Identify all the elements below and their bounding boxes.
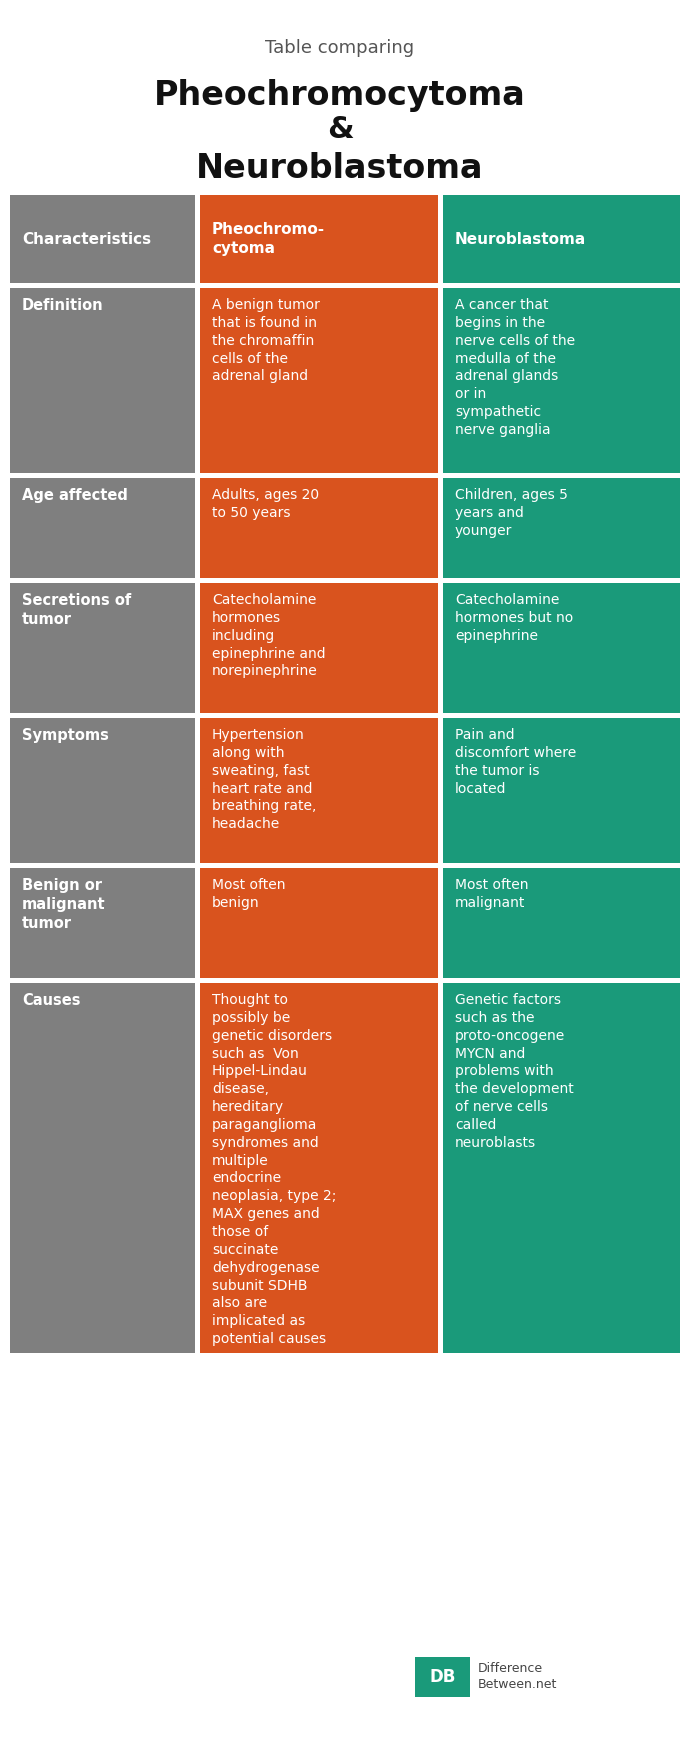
Bar (200, 983, 438, 1353)
Text: Definition: Definition (22, 298, 103, 314)
Text: Hypertension
along with
sweating, fast
heart rate and
breathing rate,
headache: Hypertension along with sweating, fast h… (212, 729, 316, 830)
Text: Secretions of
tumor: Secretions of tumor (22, 592, 131, 627)
Text: Catecholamine
hormones
including
epinephrine and
norepinephrine: Catecholamine hormones including epineph… (212, 592, 326, 678)
Bar (200, 867, 438, 978)
Text: Difference
Between.net: Difference Between.net (478, 1663, 558, 1691)
Bar (443, 867, 680, 978)
Bar (10, 287, 195, 473)
Bar (443, 583, 680, 713)
Bar (10, 194, 195, 284)
Text: A cancer that
begins in the
nerve cells of the
medulla of the
adrenal glands
or : A cancer that begins in the nerve cells … (455, 298, 575, 436)
Bar (10, 867, 195, 978)
Text: Causes: Causes (22, 993, 80, 1007)
Text: Most often
malignant: Most often malignant (455, 878, 528, 909)
Text: Adults, ages 20
to 50 years: Adults, ages 20 to 50 years (212, 489, 319, 520)
Bar (443, 718, 680, 864)
Bar (200, 583, 438, 713)
Bar (200, 478, 438, 578)
Bar (200, 718, 438, 864)
Text: Neuroblastoma: Neuroblastoma (197, 151, 483, 184)
Bar (200, 287, 438, 473)
Text: Neuroblastoma: Neuroblastoma (455, 231, 586, 247)
Text: Table comparing: Table comparing (265, 39, 415, 58)
Text: DB: DB (429, 1668, 456, 1685)
Bar (10, 478, 195, 578)
Text: Pain and
discomfort where
the tumor is
located: Pain and discomfort where the tumor is l… (455, 729, 576, 795)
Bar (443, 983, 680, 1353)
Text: A benign tumor
that is found in
the chromaffin
cells of the
adrenal gland: A benign tumor that is found in the chro… (212, 298, 320, 384)
Bar (200, 194, 438, 284)
Bar (415, 1657, 470, 1698)
Text: Thought to
possibly be
genetic disorders
such as  Von
Hippel-Lindau
disease,
her: Thought to possibly be genetic disorders… (212, 993, 337, 1346)
Bar (10, 583, 195, 713)
Bar (10, 983, 195, 1353)
Text: Most often
benign: Most often benign (212, 878, 286, 909)
Text: &: & (326, 116, 354, 144)
Text: Catecholamine
hormones but no
epinephrine: Catecholamine hormones but no epinephrin… (455, 592, 573, 643)
Text: Children, ages 5
years and
younger: Children, ages 5 years and younger (455, 489, 568, 538)
Text: Age affected: Age affected (22, 489, 128, 503)
Bar (443, 194, 680, 284)
Text: Characteristics: Characteristics (22, 231, 151, 247)
Text: Benign or
malignant
tumor: Benign or malignant tumor (22, 878, 105, 932)
Text: Symptoms: Symptoms (22, 729, 109, 743)
Bar (10, 718, 195, 864)
Text: Genetic factors
such as the
proto-oncogene
MYCN and
problems with
the developmen: Genetic factors such as the proto-oncoge… (455, 993, 574, 1149)
Bar (443, 478, 680, 578)
Text: Pheochromo-
cytoma: Pheochromo- cytoma (212, 223, 325, 256)
Bar (443, 287, 680, 473)
Text: Pheochromocytoma: Pheochromocytoma (154, 79, 526, 112)
